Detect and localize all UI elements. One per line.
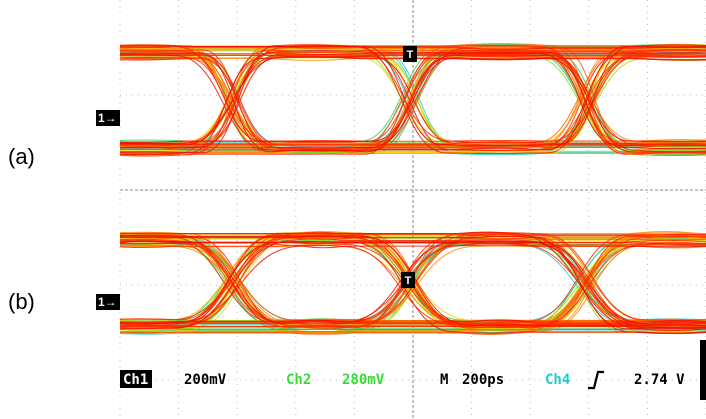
eye-trace xyxy=(120,49,706,155)
eye-trace xyxy=(120,321,706,326)
eye-trace xyxy=(120,233,706,329)
eye-trace xyxy=(120,235,706,333)
eye-traces xyxy=(120,43,706,335)
eye-trace xyxy=(120,235,706,330)
eye-trace xyxy=(120,235,706,326)
eye-trace xyxy=(120,49,706,145)
eye-trace xyxy=(120,48,706,155)
eye-trace xyxy=(120,234,706,324)
eye-trace xyxy=(120,239,706,324)
eye-trace xyxy=(120,44,706,143)
eye-trace xyxy=(120,45,706,156)
eye-trace xyxy=(120,240,706,335)
trigger-marker-box xyxy=(403,46,417,62)
eye-trace xyxy=(120,240,706,325)
eye-trace xyxy=(120,235,706,329)
eye-trace xyxy=(120,234,706,334)
eye-trace xyxy=(120,51,706,145)
eye-trace xyxy=(120,142,706,147)
eye-trace xyxy=(120,235,706,329)
timebase: 200ps xyxy=(462,372,504,388)
panel-label: (a) xyxy=(8,144,35,169)
eye-trace xyxy=(120,331,706,335)
eye-trace xyxy=(120,56,706,155)
eye-trace xyxy=(120,236,706,326)
eye-trace xyxy=(120,50,706,156)
eye-trace xyxy=(120,240,706,330)
grid xyxy=(119,0,706,419)
eye-trace xyxy=(120,244,706,326)
channel-marker-box xyxy=(96,110,120,126)
timebase-label: M xyxy=(440,372,448,388)
trigger-slope-icon xyxy=(588,370,604,390)
eye-trace xyxy=(120,240,706,329)
eye-trace xyxy=(120,242,706,324)
eye-trace xyxy=(120,56,706,145)
ch2-label: Ch2 xyxy=(286,372,311,388)
eye-trace xyxy=(120,234,706,327)
eye-trace xyxy=(120,52,706,152)
eye-trace xyxy=(120,236,706,328)
trigger-marker: T xyxy=(405,275,412,287)
ch2-scale: 280mV xyxy=(342,372,385,388)
trigger-level: 2.74 V xyxy=(634,372,685,388)
eye-trace xyxy=(120,52,706,157)
channel-marker-box xyxy=(96,294,120,310)
eye-trace xyxy=(120,241,706,325)
eye-trace xyxy=(120,44,706,147)
eye-trace xyxy=(120,50,706,150)
eye-trace xyxy=(120,231,706,331)
channel-marker: 1→ xyxy=(98,295,117,309)
ch1-scale: 200mV xyxy=(184,372,227,388)
channel-marker: 1→ xyxy=(98,111,117,125)
ch1-box xyxy=(120,370,152,388)
eye-trace xyxy=(120,54,706,151)
trigger-marker: T xyxy=(407,49,414,61)
eye-trace xyxy=(120,57,706,144)
trigger-marker-box xyxy=(401,272,415,288)
eye-trace xyxy=(120,49,706,145)
eye-trace xyxy=(120,327,706,331)
eye-trace xyxy=(120,143,706,149)
eye-trace xyxy=(120,238,706,325)
eye-trace xyxy=(120,231,706,334)
eye-trace xyxy=(120,43,706,146)
panel-label: (b) xyxy=(8,289,35,314)
eye-trace xyxy=(120,234,706,327)
eye-trace xyxy=(120,319,706,323)
eye-trace xyxy=(120,234,706,334)
eye-trace xyxy=(120,233,706,327)
eye-trace xyxy=(120,51,706,147)
eye-trace xyxy=(120,234,706,326)
edge-bar xyxy=(700,340,706,400)
eye-trace xyxy=(120,244,706,326)
eye-trace xyxy=(120,57,706,143)
eye-trace xyxy=(120,244,706,325)
eye-trace xyxy=(120,47,706,149)
trigger-source: Ch4 xyxy=(545,372,570,388)
ch1-label: Ch1 xyxy=(123,372,148,388)
eye-trace xyxy=(120,232,706,322)
eye-trace xyxy=(120,52,706,156)
